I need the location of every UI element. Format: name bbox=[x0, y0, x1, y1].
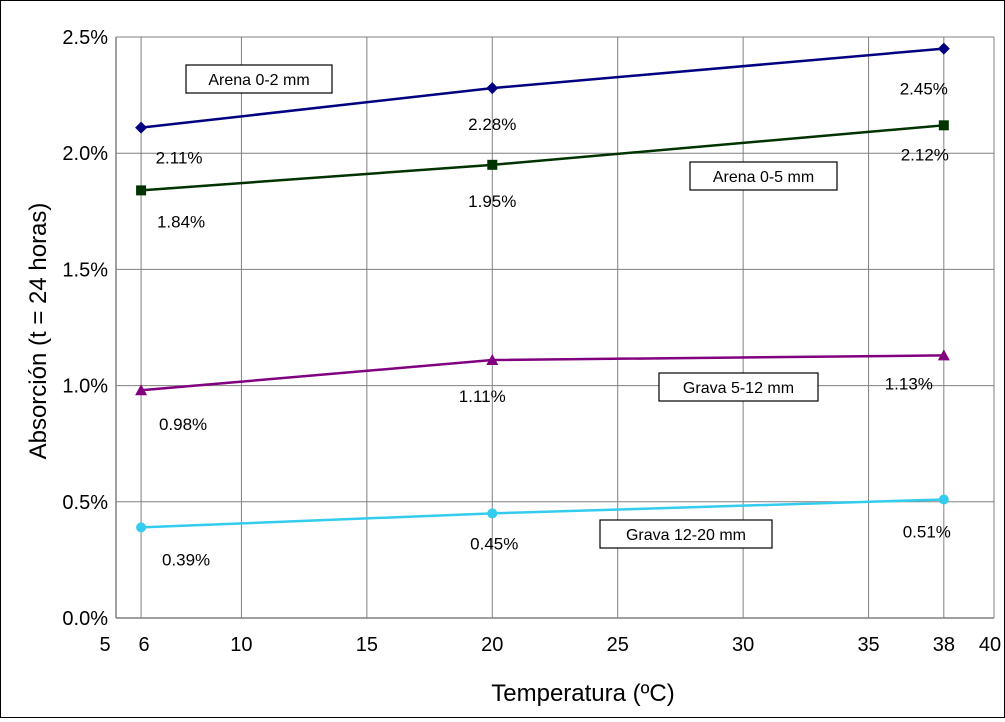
data-label: 1.11% bbox=[459, 387, 506, 406]
series-callout-box bbox=[599, 519, 773, 549]
axes bbox=[115, 37, 994, 619]
series-callout-label: Arena 0-2 mm bbox=[208, 72, 309, 89]
x-tick-label: 6 bbox=[139, 634, 150, 656]
y-axis-title: Absorción (t = 24 horas) bbox=[25, 203, 52, 460]
marker-square bbox=[136, 185, 147, 196]
marker-diamond bbox=[135, 121, 148, 134]
tick-labels: 0.0% 0.5% 1.0% 1.5% 2.0% 2.5% 5 6 10 15 20 25 30 35 38… bbox=[62, 27, 1001, 656]
marker-circle bbox=[487, 508, 498, 519]
series-callout-box bbox=[658, 372, 819, 402]
series-callout-label: Arena 0-5 mm bbox=[713, 169, 814, 186]
marker-circle bbox=[938, 494, 949, 505]
x-tick-label: 35 bbox=[857, 634, 879, 656]
series-line bbox=[140, 354, 944, 392]
data-label: 0.45% bbox=[470, 534, 518, 553]
y-tick-label: 0.0% bbox=[62, 608, 108, 630]
series-callout-label: Grava 5-12 mm bbox=[683, 380, 794, 397]
marker-square bbox=[938, 120, 949, 131]
grid bbox=[115, 36, 995, 619]
x-axis-title: Temperatura (ºC) bbox=[491, 680, 674, 707]
x-tick-label: 38 bbox=[933, 634, 955, 656]
marker-circle bbox=[136, 522, 147, 533]
marker-triangle bbox=[937, 349, 950, 361]
series-callout-box bbox=[185, 64, 333, 94]
x-tick-label: 30 bbox=[732, 634, 754, 656]
data-label: 2.11% bbox=[156, 149, 203, 168]
x-tick-label: 15 bbox=[356, 634, 378, 656]
series-group bbox=[135, 42, 950, 533]
x-tick-label: 25 bbox=[607, 634, 629, 656]
y-tick-label: 1.5% bbox=[62, 259, 108, 281]
data-label: 1.95% bbox=[468, 192, 516, 211]
y-tick-label: 0.5% bbox=[62, 492, 108, 514]
series-callout-box bbox=[689, 161, 838, 191]
data-label: 2.28% bbox=[468, 115, 516, 134]
marker-triangle bbox=[135, 384, 148, 396]
y-tick-label: 2.0% bbox=[62, 143, 108, 165]
data-label: 2.12% bbox=[901, 145, 949, 164]
marker-triangle bbox=[486, 354, 499, 366]
data-label: 0.98% bbox=[159, 415, 207, 434]
data-label: 0.51% bbox=[903, 522, 951, 541]
data-labels: 2.11% 2.28% 2.45% 1.84% 1.95% 2.12% 0.98% 1.11%… bbox=[156, 80, 951, 570]
data-label: 0.39% bbox=[162, 550, 210, 569]
series-line bbox=[141, 498, 944, 529]
x-tick-label: 20 bbox=[481, 634, 503, 656]
x-tick-label: 40 bbox=[979, 634, 1001, 656]
data-label: 1.13% bbox=[885, 374, 933, 393]
marker-diamond bbox=[937, 42, 950, 55]
data-label: 1.84% bbox=[157, 212, 205, 231]
series-callout-label: Grava 12-20 mm bbox=[626, 527, 746, 544]
x-tick-label: 5 bbox=[99, 634, 110, 656]
x-tick-label: 10 bbox=[230, 634, 252, 656]
y-tick-label: 1.0% bbox=[62, 376, 108, 398]
series-callouts: Arena 0-2 mm Arena 0-5 mm Grava 5-12 mm Gra… bbox=[185, 64, 838, 549]
marker-diamond bbox=[486, 82, 499, 95]
data-label: 2.45% bbox=[900, 80, 948, 99]
marker-square bbox=[487, 159, 498, 170]
y-tick-label: 2.5% bbox=[62, 27, 108, 49]
